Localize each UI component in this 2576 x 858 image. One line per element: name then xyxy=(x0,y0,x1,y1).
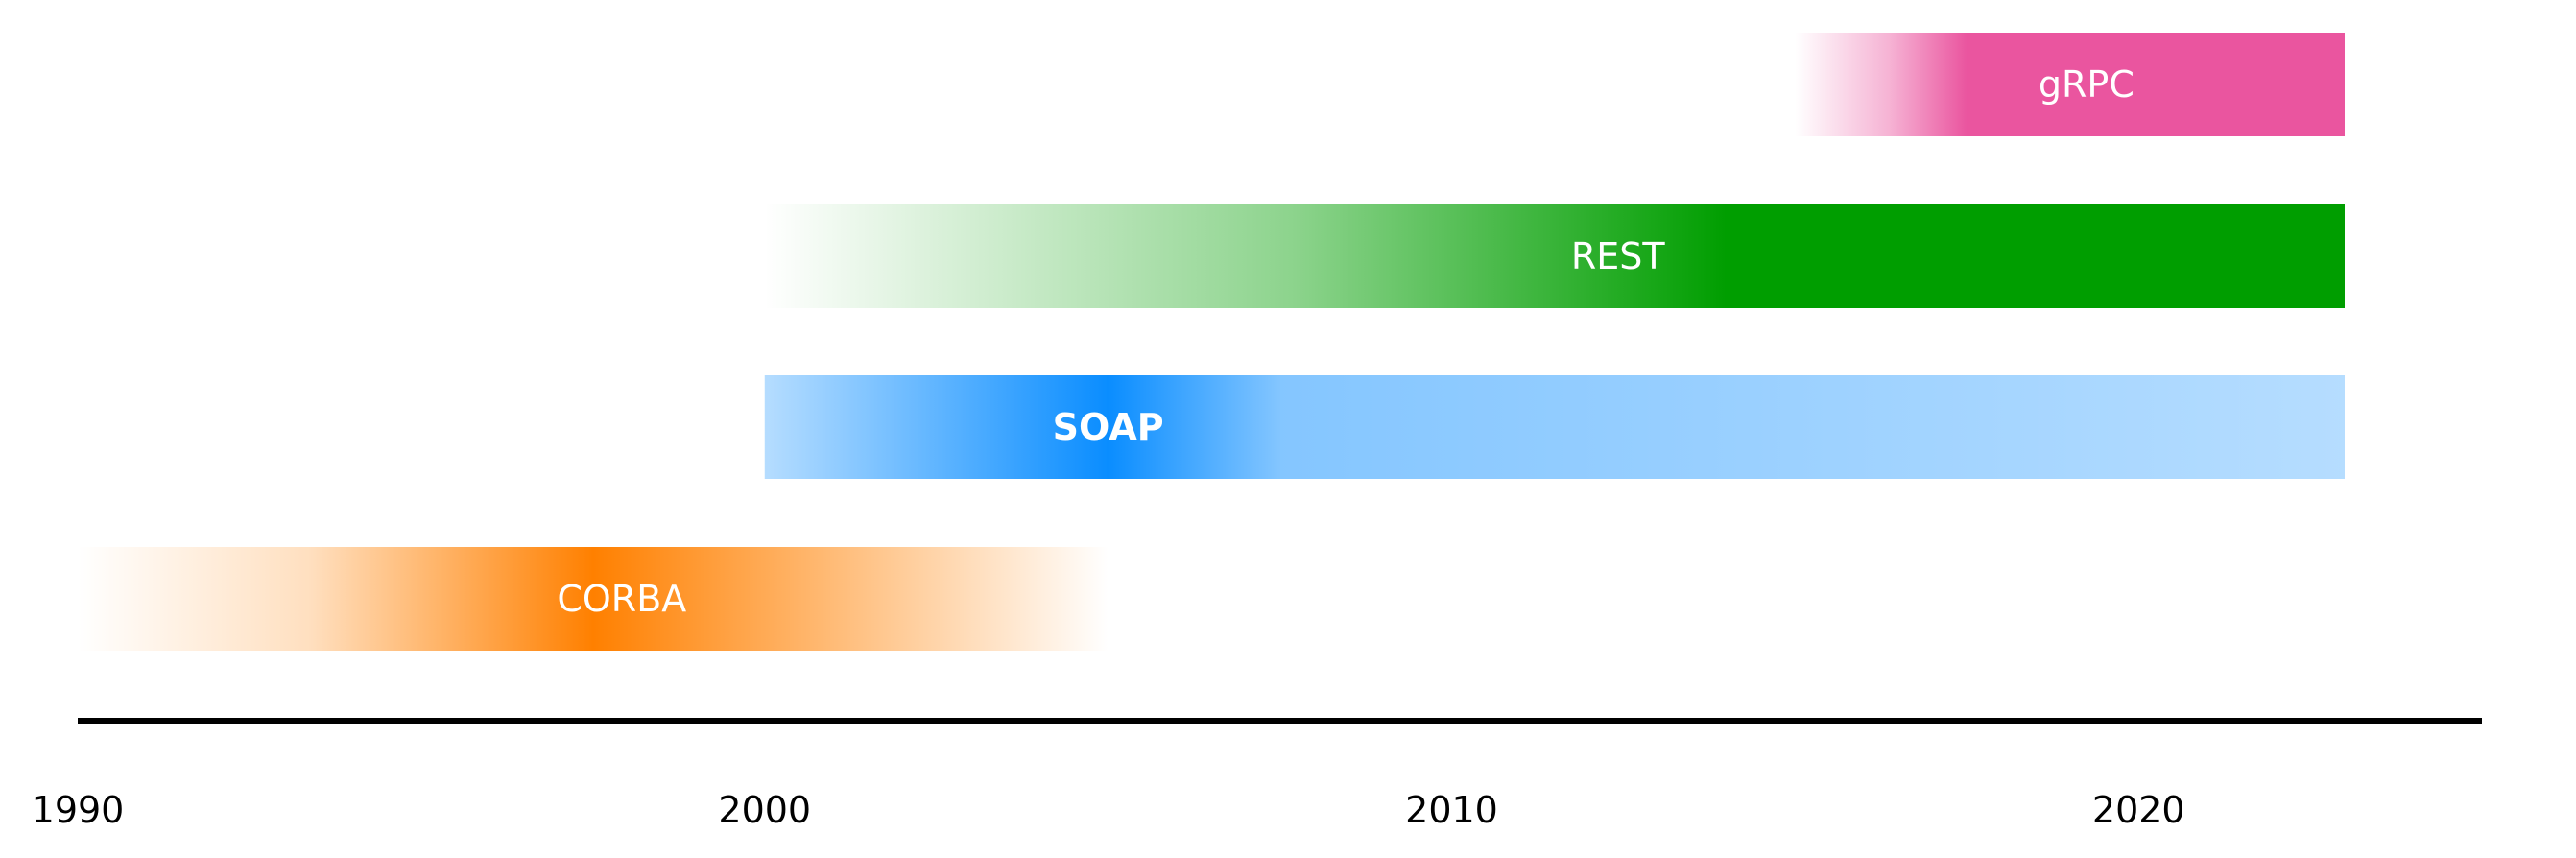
bar-corba xyxy=(78,547,1109,651)
tick-label-2000: 2000 xyxy=(718,789,811,831)
bar-label-grpc: gRPC xyxy=(2039,63,2135,106)
bar-grpc xyxy=(1795,33,2345,136)
bar-soap xyxy=(764,375,2345,479)
tick-label-2010: 2010 xyxy=(1405,789,1498,831)
bar-rest xyxy=(764,204,2345,308)
bar-label-rest: REST xyxy=(1571,235,1666,277)
bar-label-corba: CORBA xyxy=(557,578,686,620)
bar-label-soap: SOAP xyxy=(1053,406,1164,448)
tick-label-1990: 1990 xyxy=(32,789,125,831)
bars-layer: CORBA SOAP REST gRPC xyxy=(78,33,2345,651)
x-axis-ticks: 1990 2000 2010 2020 xyxy=(32,789,2185,831)
tick-label-2020: 2020 xyxy=(2092,789,2185,831)
